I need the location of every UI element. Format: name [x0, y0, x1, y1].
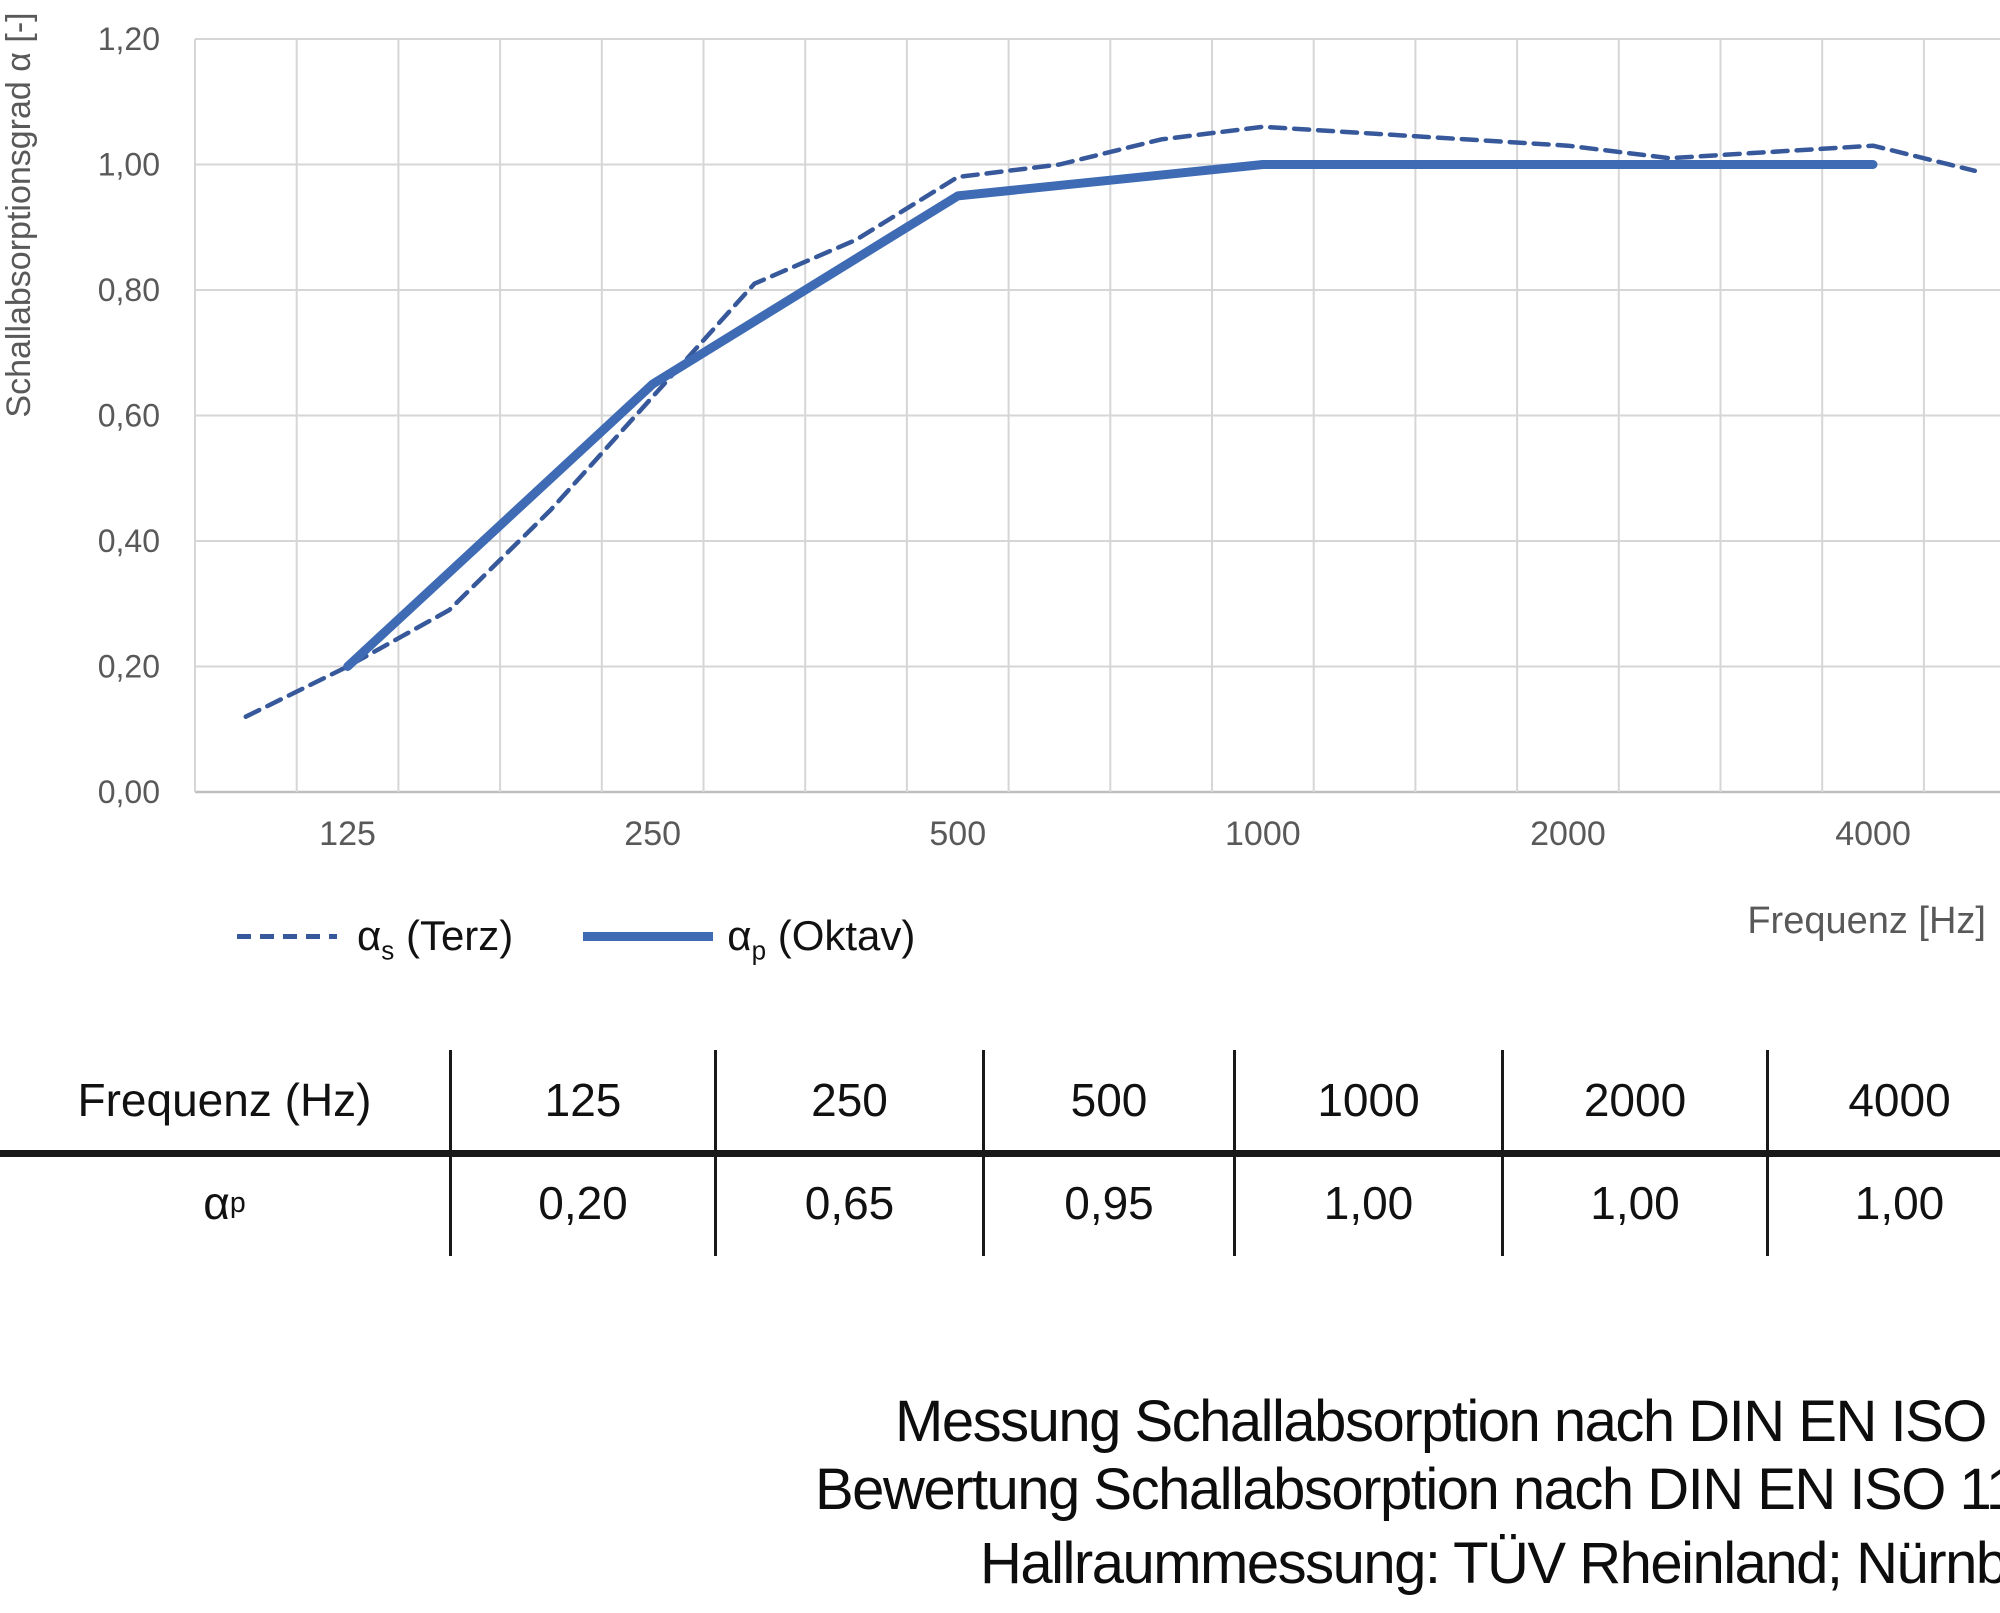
footer-note-lab: Hallraummessung: TÜV Rheinland; Nürnberg: [980, 1531, 2000, 1596]
y-tick-label: 1,00: [98, 147, 160, 183]
y-tick-label: 0,40: [98, 523, 160, 559]
dashed-line-swatch: [237, 933, 337, 939]
table-value-cell: 0,20: [449, 1150, 714, 1256]
table-value-cell: 1,00: [1501, 1150, 1766, 1256]
series-alpha-p-oktav: [343, 160, 1878, 671]
y-tick-label: 0,00: [98, 774, 160, 810]
table-horizontal-rule: [0, 1150, 2000, 1157]
absorption-table: Frequenz (Hz) 125 250 500 1000 2000 4000…: [0, 1050, 2000, 1256]
y-axis-title: Schallabsorptionsgrad α [-]: [0, 12, 38, 418]
solid-line-swatch: [583, 931, 714, 941]
table-value-cell: 1,00: [1766, 1150, 2000, 1256]
x-tick-label: 1000: [1225, 815, 1301, 853]
legend-item-oktav: αp (Oktav): [583, 912, 916, 966]
legend-label-terz: αs (Terz): [357, 912, 514, 966]
x-tick-label: 250: [624, 815, 681, 853]
table-header-cell: 4000: [1766, 1050, 2000, 1150]
table-header-cell: 2000: [1501, 1050, 1766, 1150]
footer-note-rating: Bewertung Schallabsorption nach DIN EN I…: [815, 1457, 2000, 1522]
chart-legend: αs (Terz) αp (Oktav): [237, 912, 916, 966]
y-tick-label: 0,20: [98, 649, 160, 685]
legend-item-terz: αs (Terz): [237, 912, 514, 966]
x-axis-title: Frequenz [Hz]: [1747, 900, 1986, 942]
table-header-cell: 250: [714, 1050, 982, 1150]
table-header-cell: 500: [982, 1050, 1233, 1150]
footer-note-measurement: Messung Schallabsorption nach DIN EN ISO…: [895, 1389, 2000, 1454]
series-alpha-s-terz: [243, 124, 1978, 719]
absorption-chart: 1,20 1,00 0,80 0,60 0,40 0,20 0,00 125 250 500 100…: [98, 21, 2000, 853]
legend-label-oktav: αp (Oktav): [727, 912, 916, 966]
table-value-cell: 0,95: [982, 1150, 1233, 1256]
table-header-cell: 125: [449, 1050, 714, 1150]
x-tick-label: 500: [929, 815, 986, 853]
y-tick-label: 0,80: [98, 272, 160, 308]
x-tick-label: 2000: [1530, 815, 1606, 853]
x-tick-label: 4000: [1835, 815, 1911, 853]
table-value-cell: 1,00: [1233, 1150, 1501, 1256]
table-value-cell: 0,65: [714, 1150, 982, 1256]
x-tick-label: 125: [319, 815, 376, 853]
table-header-cell: 1000: [1233, 1050, 1501, 1150]
y-tick-label: 0,60: [98, 398, 160, 434]
y-tick-label: 1,20: [98, 21, 160, 57]
table-header-label: Frequenz (Hz): [77, 1074, 372, 1126]
